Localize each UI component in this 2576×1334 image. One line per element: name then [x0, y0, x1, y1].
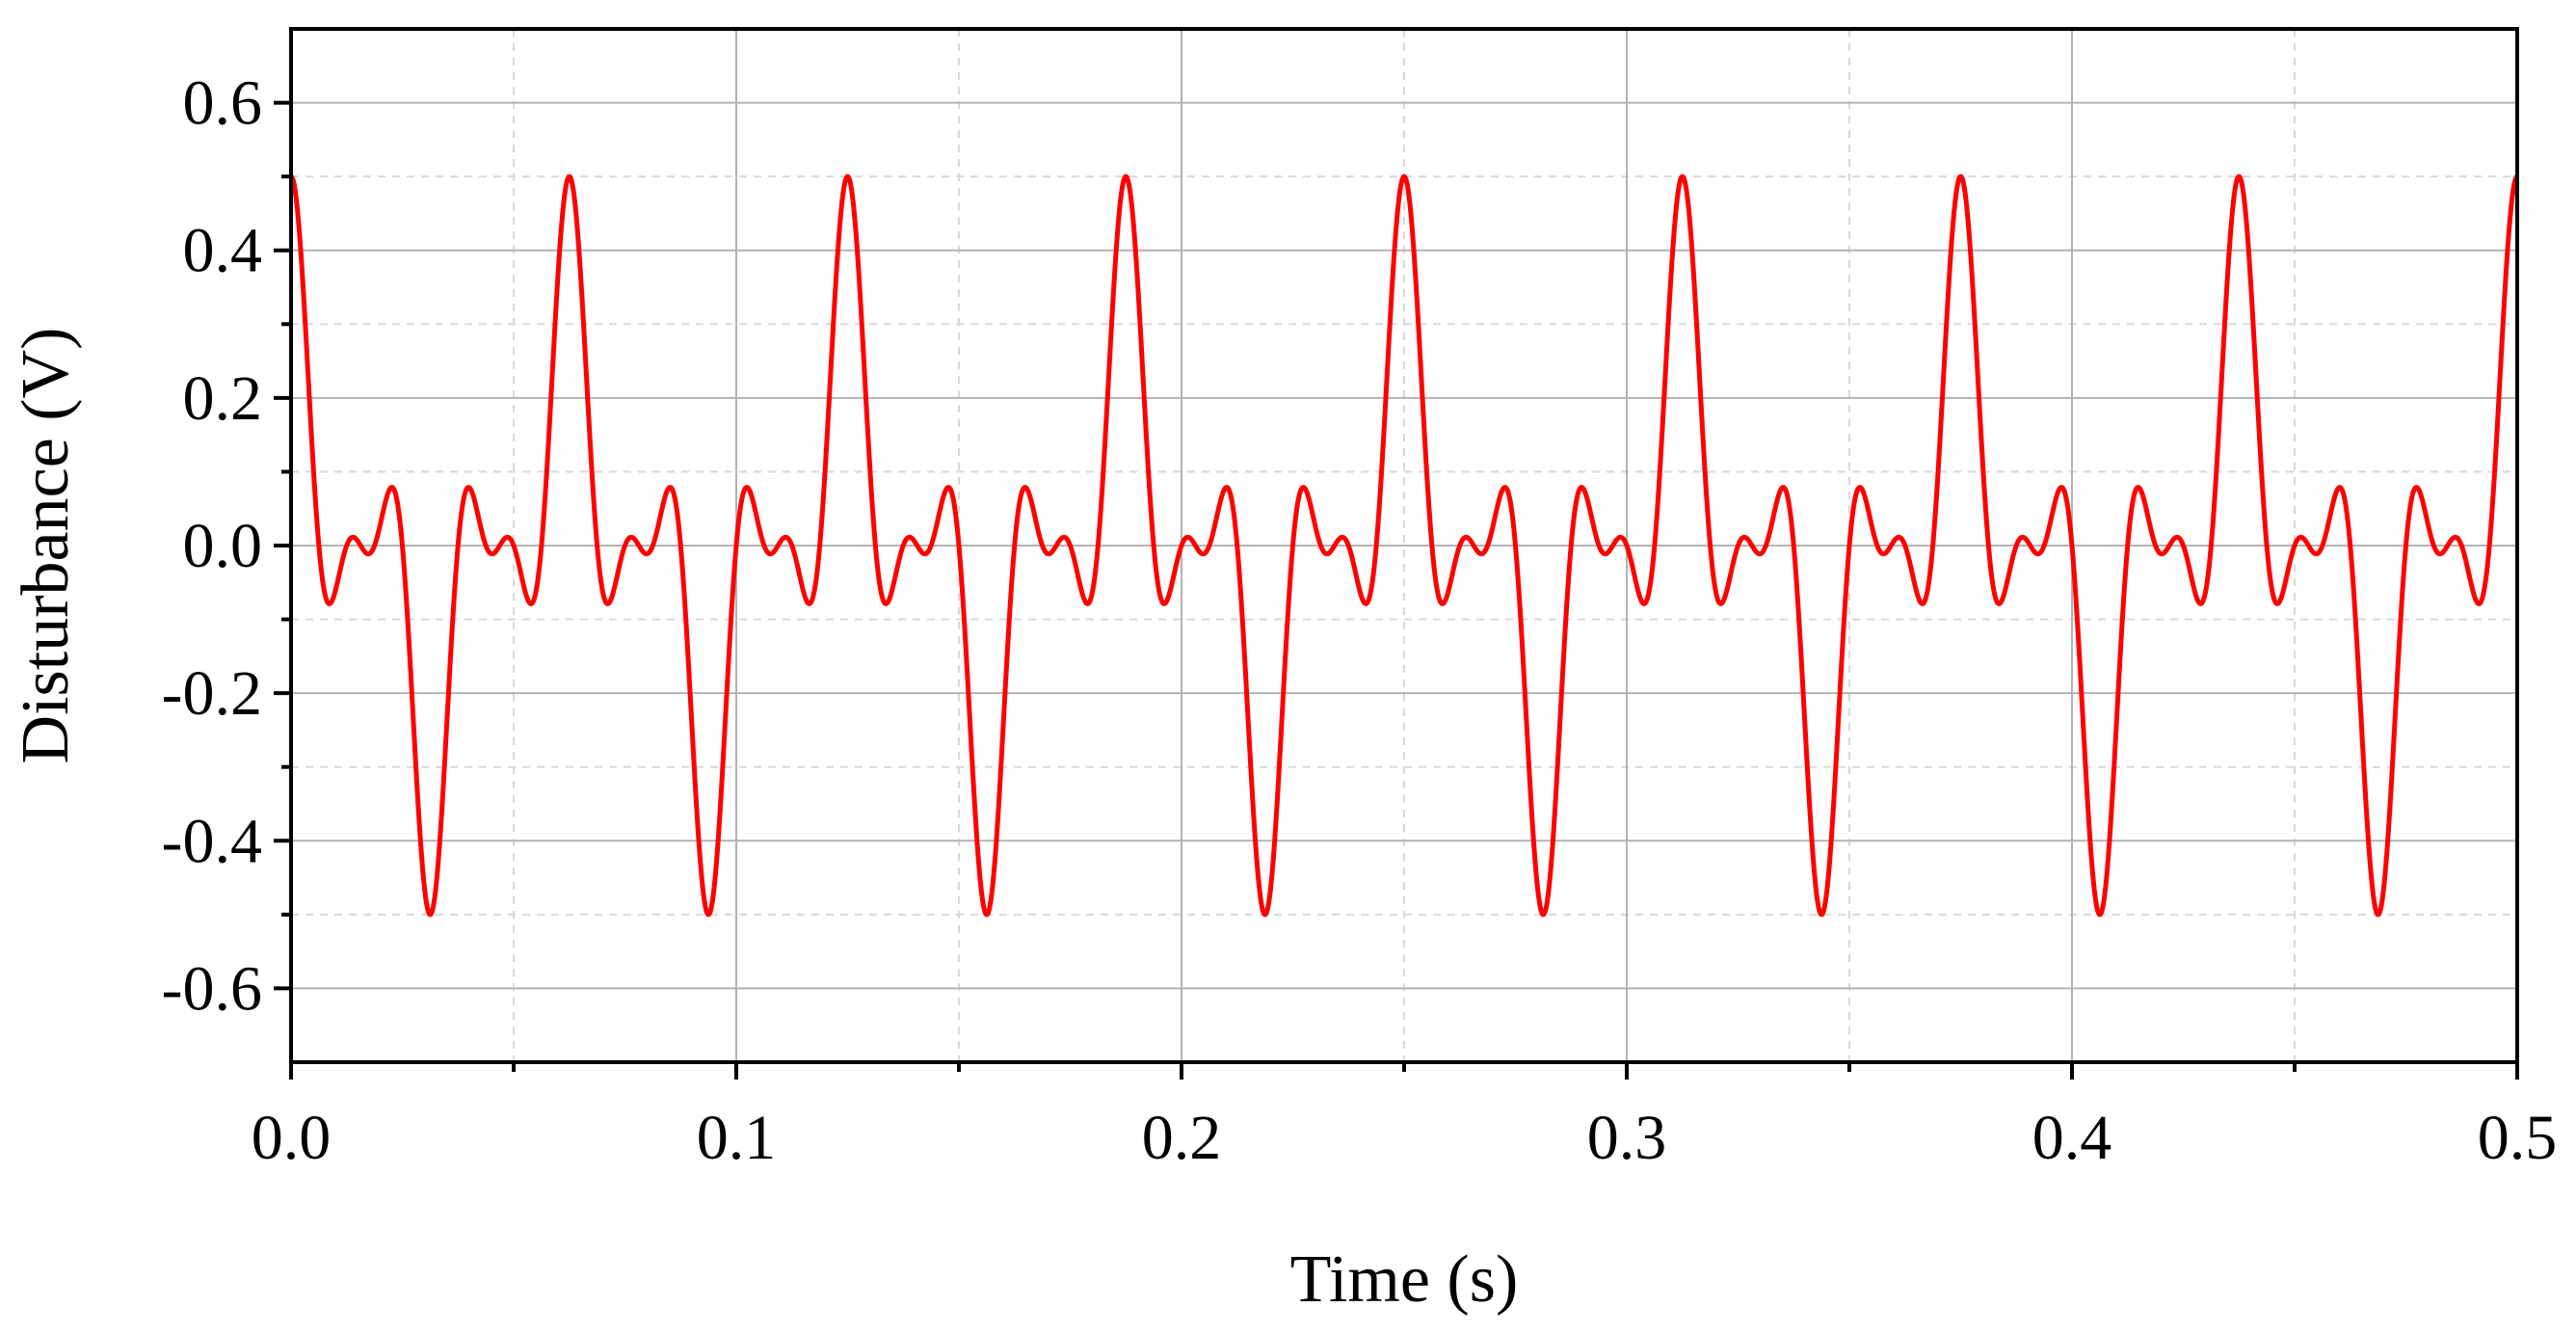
y-tick-label-5: 0.4 — [183, 216, 263, 286]
y-tick-label-4: 0.2 — [183, 363, 263, 434]
y-tick-labels: -0.6 -0.4 -0.2 0.0 0.2 0.4 0.6 — [162, 68, 262, 1025]
x-tick-label-3: 0.3 — [1587, 1103, 1667, 1173]
y-tick-label-0: -0.6 — [162, 953, 262, 1024]
x-tick-label-5: 0.5 — [2478, 1103, 2558, 1173]
axis-ticks — [274, 100, 2519, 1080]
x-tick-labels: 0.0 0.1 0.2 0.3 0.4 0.5 — [252, 1103, 2558, 1173]
y-tick-label-3: 0.0 — [183, 511, 263, 581]
x-tick-label-0: 0.0 — [252, 1103, 332, 1173]
series-layer — [291, 173, 2517, 918]
x-axis-title: Time (s) — [1290, 1242, 1519, 1317]
y-axis-title: Disturbance (V) — [9, 328, 83, 764]
y-tick-label-1: -0.4 — [162, 806, 262, 876]
x-tick-label-2: 0.2 — [1142, 1103, 1222, 1173]
x-tick-label-4: 0.4 — [2032, 1103, 2112, 1173]
x-tick-label-1: 0.1 — [697, 1103, 777, 1173]
y-tick-label-6: 0.6 — [183, 68, 263, 139]
series-line-0 — [291, 173, 2517, 918]
y-tick-label-2: -0.2 — [162, 658, 262, 729]
